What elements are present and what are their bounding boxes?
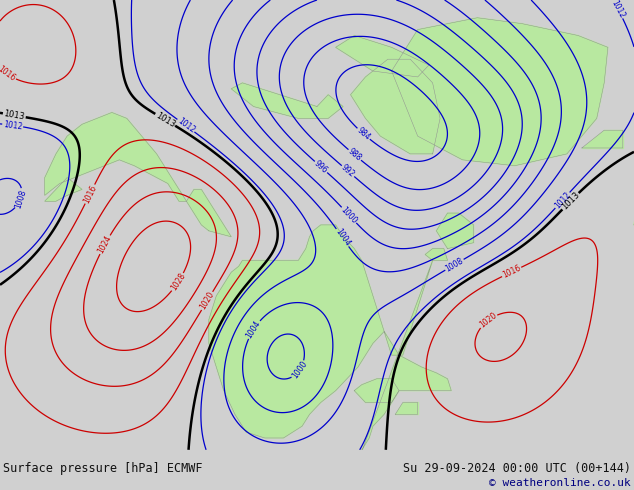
Polygon shape [186,190,231,237]
Text: 1020: 1020 [198,290,216,312]
Polygon shape [209,225,451,462]
Text: 1020: 1020 [478,311,498,330]
Text: 1000: 1000 [290,360,309,381]
Text: 984: 984 [355,126,372,142]
Text: 1024: 1024 [96,234,113,255]
Text: 1016: 1016 [0,64,17,83]
Text: 988: 988 [346,147,363,163]
Polygon shape [45,177,82,201]
Text: 1012: 1012 [609,0,626,20]
Text: © weatheronline.co.uk: © weatheronline.co.uk [489,478,631,488]
Text: 1013: 1013 [154,111,177,129]
Polygon shape [436,213,474,248]
Polygon shape [396,402,418,415]
Text: Surface pressure [hPa] ECMWF: Surface pressure [hPa] ECMWF [3,462,203,475]
Text: Su 29-09-2024 00:00 UTC (00+144): Su 29-09-2024 00:00 UTC (00+144) [403,462,631,475]
Text: 1012: 1012 [3,120,23,131]
Text: 1016: 1016 [82,183,98,205]
Polygon shape [231,83,343,119]
Text: 1012: 1012 [553,190,573,210]
Text: 1008: 1008 [444,256,465,273]
Polygon shape [392,18,608,166]
Text: 992: 992 [340,163,356,179]
Text: 1012: 1012 [176,117,197,135]
Polygon shape [354,379,399,402]
Polygon shape [582,130,623,148]
Text: 1016: 1016 [501,264,522,280]
Text: 1004: 1004 [333,227,352,248]
Polygon shape [335,35,429,77]
Polygon shape [351,59,440,154]
Text: 1000: 1000 [339,205,359,225]
Polygon shape [45,113,186,201]
Text: 1028: 1028 [169,271,187,293]
Text: 1013: 1013 [560,191,581,212]
Text: 1013: 1013 [3,109,25,122]
Text: 996: 996 [313,159,330,175]
Text: 1004: 1004 [245,319,262,340]
Text: 1008: 1008 [13,188,28,209]
Polygon shape [425,248,448,260]
